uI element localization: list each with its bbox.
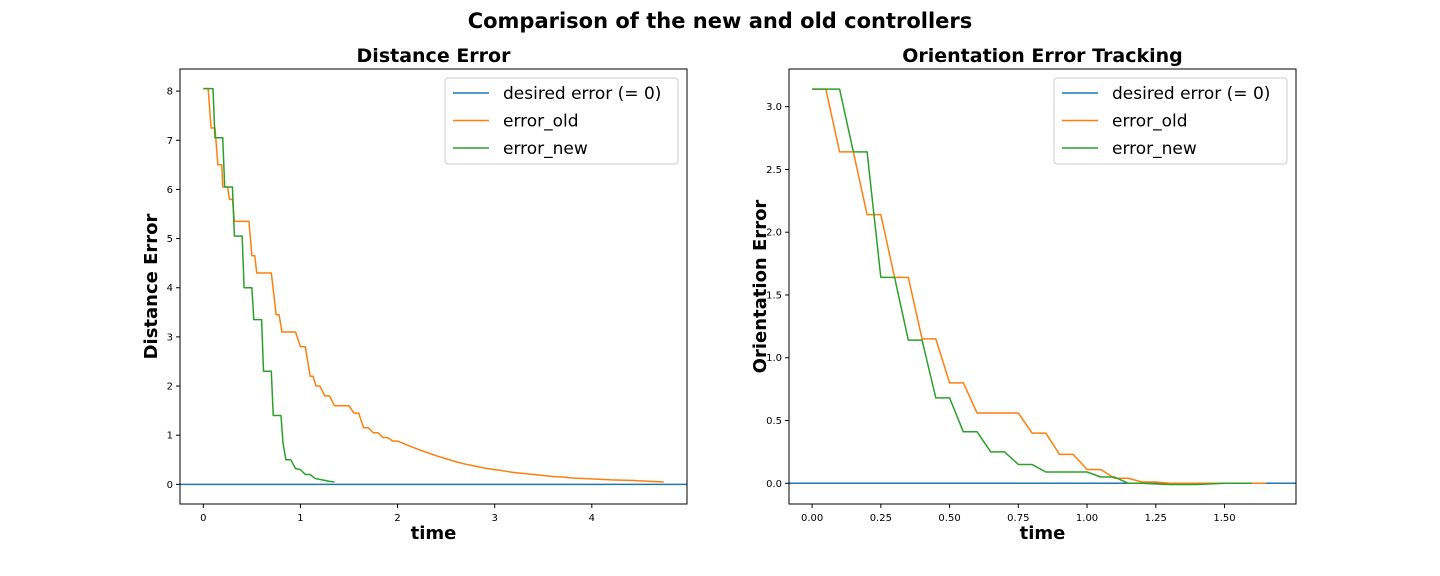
orientation-legend-label-new: error_new [1112, 139, 1197, 159]
orientation-y-tick-label: 0.0 [766, 479, 782, 490]
distance-x-axis-label: time [411, 523, 457, 544]
orientation-y-tick-label: 2.0 [766, 228, 782, 239]
distance-legend-label-new: error_new [503, 139, 588, 159]
distance-y-tick-label: 2 [167, 382, 173, 393]
orientation-y-tick-label: 0.5 [766, 416, 782, 427]
orientation-x-tick-label: 1.50 [1213, 513, 1235, 524]
orientation-chart-title: Orientation Error Tracking [902, 45, 1183, 67]
orientation-error-chart: 0.00 0.25 0.50 0.75 1.00 1.25 1.50 0.0 0.5 1.0 1.5… [750, 45, 1297, 544]
distance-x-tick-label: 2 [394, 513, 400, 524]
orientation-y-axis-label: Orientation Error [750, 200, 771, 374]
orientation-x-tick-label: 0.25 [870, 513, 892, 524]
orientation-x-axis-label: time [1020, 523, 1066, 544]
distance-legend-frame [444, 77, 679, 165]
figure-title: Comparison of the new and old controller… [468, 9, 973, 33]
distance-y-tick-label: 8 [167, 87, 173, 98]
distance-y-tick-label: 5 [167, 234, 173, 245]
distance-legend-label-old: error_old [503, 112, 579, 132]
distance-chart-title: Distance Error [357, 45, 512, 67]
orientation-legend: desired error (= 0) error_old error_new [1053, 77, 1288, 165]
distance-y-axis-label: Distance Error [141, 213, 162, 359]
orientation-x-tick-label: 0.00 [801, 513, 823, 524]
orientation-y-tick-label: 1.0 [766, 353, 782, 364]
distance-x-tick-label: 3 [492, 513, 498, 524]
orientation-legend-label-desired: desired error (= 0) [1112, 84, 1270, 104]
distance-y-tick-label: 0 [167, 480, 173, 491]
distance-legend-label-desired: desired error (= 0) [503, 84, 661, 104]
distance-series-old-line [203, 87, 664, 483]
distance-error-chart: 0 1 2 3 4 0 1 2 3 4 5 6 7 8 Distance Error time Distance… [141, 45, 688, 544]
orientation-x-tick-label: 0.75 [1007, 513, 1029, 524]
orientation-y-tick-label: 2.5 [766, 165, 782, 176]
orientation-y-tick-label: 3.0 [766, 102, 782, 113]
distance-x-tick-label: 1 [297, 513, 303, 524]
distance-y-tick-label: 1 [167, 431, 173, 442]
orientation-x-tick-label: 0.50 [938, 513, 960, 524]
orientation-x-tick-label: 1.25 [1145, 513, 1167, 524]
orientation-legend-frame [1053, 77, 1288, 165]
distance-y-tick-label: 4 [167, 283, 173, 294]
distance-axes-frame [179, 68, 688, 505]
orientation-series-old-line [812, 88, 1266, 485]
orientation-series-new-line [812, 88, 1253, 486]
distance-series-new-line [203, 87, 335, 483]
distance-x-tick-label: 0 [200, 513, 206, 524]
distance-x-tick-label: 4 [589, 513, 595, 524]
orientation-axes-frame [788, 68, 1297, 505]
orientation-x-tick-label: 1.00 [1076, 513, 1098, 524]
orientation-legend-label-old: error_old [1112, 112, 1188, 132]
distance-legend: desired error (= 0) error_old error_new [444, 77, 679, 165]
distance-y-tick-label: 3 [167, 332, 173, 343]
distance-y-tick-label: 6 [167, 185, 173, 196]
orientation-y-tick-label: 1.5 [766, 290, 782, 301]
distance-y-tick-label: 7 [167, 136, 173, 147]
